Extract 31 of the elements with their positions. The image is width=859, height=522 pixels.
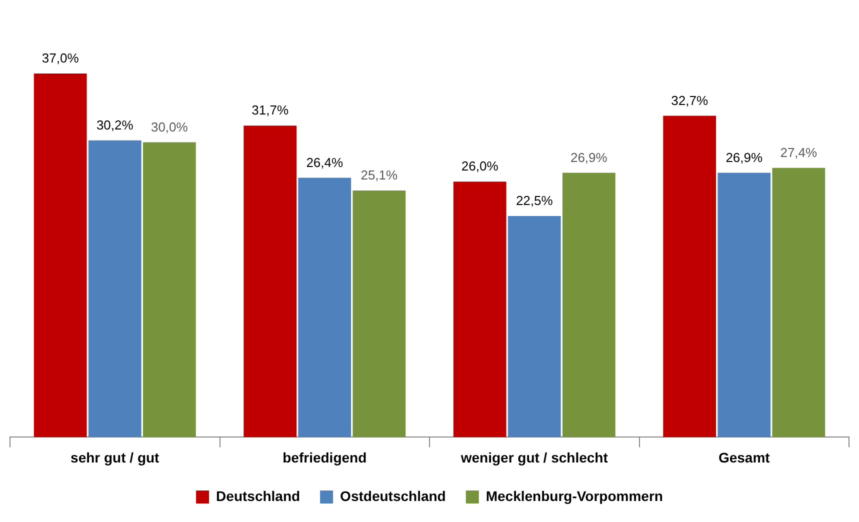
legend-label: Mecklenburg-Vorpommern (486, 488, 663, 504)
data-label: 31,7% (252, 102, 289, 118)
bar (508, 216, 561, 438)
bar (562, 172, 616, 438)
x-tick-label: befriedigend (282, 449, 367, 466)
data-label: 22,5% (516, 193, 554, 208)
data-label: 25,1% (360, 168, 398, 183)
x-tick-label: sehr gut / gut (70, 449, 160, 466)
data-label: 32,7% (671, 92, 708, 108)
bar (663, 116, 716, 438)
bar (453, 182, 506, 438)
x-tick-label: Gesamt (718, 449, 770, 466)
data-label: 26,4% (306, 154, 344, 170)
legend-label: Deutschland (216, 488, 300, 504)
data-label: 27,4% (780, 144, 818, 160)
legend-label: Ostdeutschland (340, 488, 446, 504)
data-label: 26,9% (570, 150, 608, 165)
data-label: 30,2% (96, 117, 134, 132)
data-label: 26,0% (461, 158, 499, 174)
bar (244, 126, 297, 438)
bar (88, 140, 142, 438)
data-label: 26,9% (726, 150, 763, 165)
bar (718, 172, 771, 438)
bar (142, 142, 196, 438)
bar (772, 168, 826, 438)
bar (298, 178, 352, 438)
x-tick-label: weniger gut / schlecht (460, 449, 608, 466)
bar (352, 190, 406, 438)
data-label: 30,0% (150, 119, 188, 134)
bar (34, 73, 87, 438)
data-label: 37,0% (42, 50, 80, 66)
